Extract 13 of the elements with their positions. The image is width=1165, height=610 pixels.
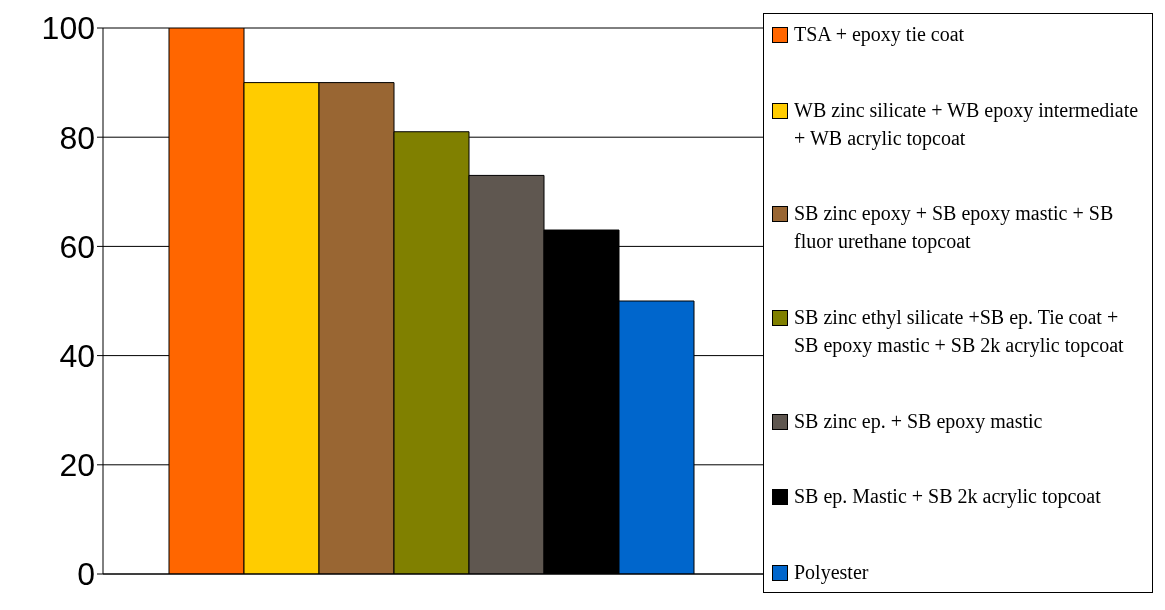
y-tick-label: 100 [41, 10, 95, 47]
legend-label: TSA + epoxy tie coat [794, 22, 965, 48]
legend-label: SB zinc ethyl silicate +SB ep. Tie coat + SB epoxy mastic + SB 2k acrylic topcoat [794, 304, 1125, 359]
y-tick-label: 60 [59, 228, 95, 265]
legend-label: Polyester [794, 559, 869, 586]
y-tick-label: 0 [77, 556, 95, 593]
legend-label: SB ep. Mastic + SB 2k acrylic topcoat [794, 484, 1101, 510]
y-tick-label: 20 [59, 447, 95, 484]
y-tick-label: 80 [59, 119, 95, 156]
legend-label: SB zinc epoxy + SB epoxy mastic + SB fluor urethane topcoat [794, 201, 1115, 255]
legend-label: WB zinc silicate + WB epoxy intermediate + WB acrylic topcoat [794, 97, 1140, 152]
legend-label: SB zinc ep. + SB epoxy mastic [794, 408, 1043, 435]
y-tick-label: 40 [59, 337, 95, 374]
